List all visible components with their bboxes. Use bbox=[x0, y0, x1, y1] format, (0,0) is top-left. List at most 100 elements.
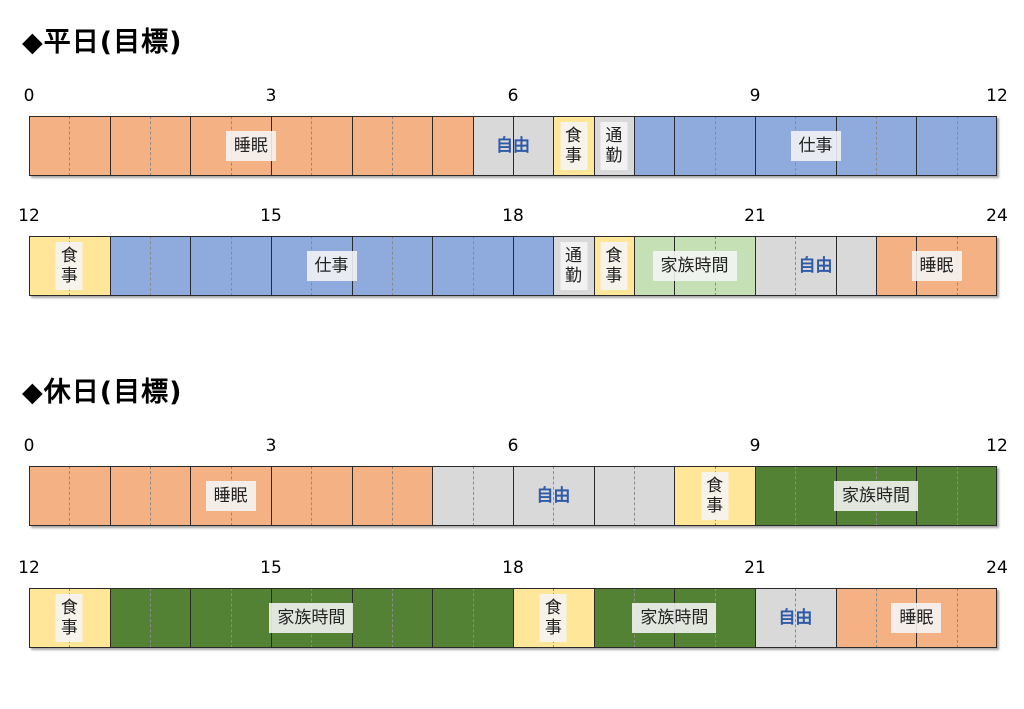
half-hour-gridline bbox=[150, 116, 151, 176]
activity-label: 睡眠 bbox=[911, 251, 962, 281]
hour-gridline bbox=[109, 466, 111, 526]
segment-boundary bbox=[109, 236, 111, 296]
activity-label-char: 事 bbox=[544, 618, 562, 638]
activity-label-char: 事 bbox=[605, 266, 623, 286]
half-hour-gridline bbox=[230, 236, 232, 296]
activity-segment bbox=[755, 236, 876, 296]
hour-tick-label: 9 bbox=[749, 86, 761, 106]
activity-label: 自由 bbox=[496, 136, 530, 156]
half-hour-gridline bbox=[311, 466, 313, 526]
activity-label: 睡眠 bbox=[205, 481, 256, 511]
hour-tick-label: 12 bbox=[986, 86, 1008, 106]
half-hour-gridline bbox=[472, 466, 474, 526]
hour-gridline bbox=[190, 466, 192, 526]
half-hour-gridline bbox=[956, 588, 958, 648]
half-hour-gridline bbox=[69, 116, 71, 176]
segment-boundary bbox=[472, 116, 474, 176]
hour-tick-label: 21 bbox=[744, 558, 766, 578]
weekday-title: ◆平日(目標) bbox=[22, 27, 183, 58]
segment-boundary bbox=[593, 116, 595, 176]
activity-label: 自由 bbox=[778, 608, 813, 628]
hour-gridline bbox=[109, 116, 111, 176]
segment-boundary bbox=[755, 588, 756, 648]
hour-tick-label: 6 bbox=[507, 86, 519, 106]
timeline-frame bbox=[29, 588, 997, 648]
segment-boundary bbox=[755, 236, 756, 296]
hour-gridline bbox=[755, 116, 756, 176]
half-hour-gridline bbox=[392, 116, 393, 176]
segment-boundary bbox=[876, 236, 877, 296]
segment-boundary bbox=[432, 466, 434, 526]
hour-tick-label: 0 bbox=[23, 436, 35, 456]
holiday-title: ◆休日(目標) bbox=[22, 377, 183, 408]
activity-label-char: 食 bbox=[565, 126, 582, 146]
activity-label-char: 勤 bbox=[565, 266, 582, 286]
activity-label: 仕事 bbox=[790, 131, 841, 161]
activity-label: 睡眠 bbox=[891, 603, 942, 633]
activity-label: 睡眠 bbox=[225, 131, 276, 161]
activity-label: 食事 bbox=[539, 594, 567, 642]
activity-segment bbox=[472, 116, 554, 176]
hour-tick-label: 12 bbox=[986, 436, 1008, 456]
half-hour-gridline bbox=[876, 588, 877, 648]
segment-boundary bbox=[593, 236, 595, 296]
half-hour-gridline bbox=[795, 466, 797, 526]
segment-boundary bbox=[634, 116, 635, 176]
segment-boundary bbox=[674, 466, 676, 526]
activity-label: 家族時間 bbox=[632, 603, 717, 633]
hour-tick-label: 9 bbox=[749, 436, 761, 456]
timeline-bar: 食事仕事通勤食事家族時間 自由 睡眠 bbox=[29, 236, 997, 296]
activity-label-char: 通 bbox=[605, 126, 623, 146]
segment-boundary bbox=[593, 588, 595, 648]
hour-tick-label: 3 bbox=[265, 86, 277, 106]
hour-gridline bbox=[432, 116, 434, 176]
half-hour-gridline bbox=[553, 466, 555, 526]
hour-gridline bbox=[513, 466, 514, 526]
activity-label: 家族時間 bbox=[652, 251, 737, 281]
half-hour-gridline bbox=[876, 116, 877, 176]
half-hour-gridline bbox=[69, 466, 71, 526]
hour-tick-label: 21 bbox=[744, 206, 766, 226]
timeline-bar: 睡眠 自由 食事 家族時間 bbox=[29, 466, 997, 526]
half-hour-gridline bbox=[392, 466, 393, 526]
half-hour-gridline bbox=[472, 588, 474, 648]
hour-gridline bbox=[593, 466, 595, 526]
half-hour-gridline bbox=[956, 466, 958, 526]
hour-tick-label: 24 bbox=[986, 206, 1008, 226]
activity-label-char: 通 bbox=[565, 246, 582, 266]
activity-label: 通勤 bbox=[560, 242, 587, 290]
activity-label: 家族時間 bbox=[834, 481, 918, 511]
half-hour-gridline bbox=[392, 588, 393, 648]
hour-tick-label: 18 bbox=[502, 206, 524, 226]
activity-label: 食事 bbox=[560, 122, 587, 170]
timeline-frame bbox=[29, 116, 997, 176]
activity-label-char: 事 bbox=[706, 496, 724, 516]
hour-tick-label: 15 bbox=[260, 206, 282, 226]
hour-tick-label: 18 bbox=[502, 558, 524, 578]
segment-boundary bbox=[755, 466, 756, 526]
activity-label: 食事 bbox=[701, 472, 729, 520]
activity-label-char: 食 bbox=[706, 476, 724, 496]
segment-boundary bbox=[634, 236, 635, 296]
hour-gridline bbox=[432, 236, 434, 296]
timeline-bar: 睡眠 自由 食事通勤 仕事 bbox=[29, 116, 997, 176]
hour-gridline bbox=[190, 588, 192, 648]
hour-tick-label: 24 bbox=[986, 558, 1008, 578]
timeline-frame bbox=[29, 466, 997, 526]
segment-boundary bbox=[553, 116, 555, 176]
half-hour-gridline bbox=[956, 116, 958, 176]
hour-tick-label: 12 bbox=[18, 558, 40, 578]
hour-gridline bbox=[351, 466, 353, 526]
hour-gridline bbox=[351, 116, 353, 176]
hour-tick-label: 6 bbox=[507, 436, 519, 456]
activity-label-char: 勤 bbox=[605, 146, 623, 166]
half-hour-gridline bbox=[392, 236, 393, 296]
hour-tick-label: 12 bbox=[18, 206, 40, 226]
activity-label: 家族時間 bbox=[269, 603, 354, 633]
hour-gridline bbox=[190, 236, 192, 296]
half-hour-gridline bbox=[230, 588, 232, 648]
activity-label-char: 食 bbox=[60, 246, 78, 266]
hour-gridline bbox=[271, 466, 272, 526]
half-hour-gridline bbox=[311, 116, 313, 176]
hour-gridline bbox=[513, 116, 514, 176]
